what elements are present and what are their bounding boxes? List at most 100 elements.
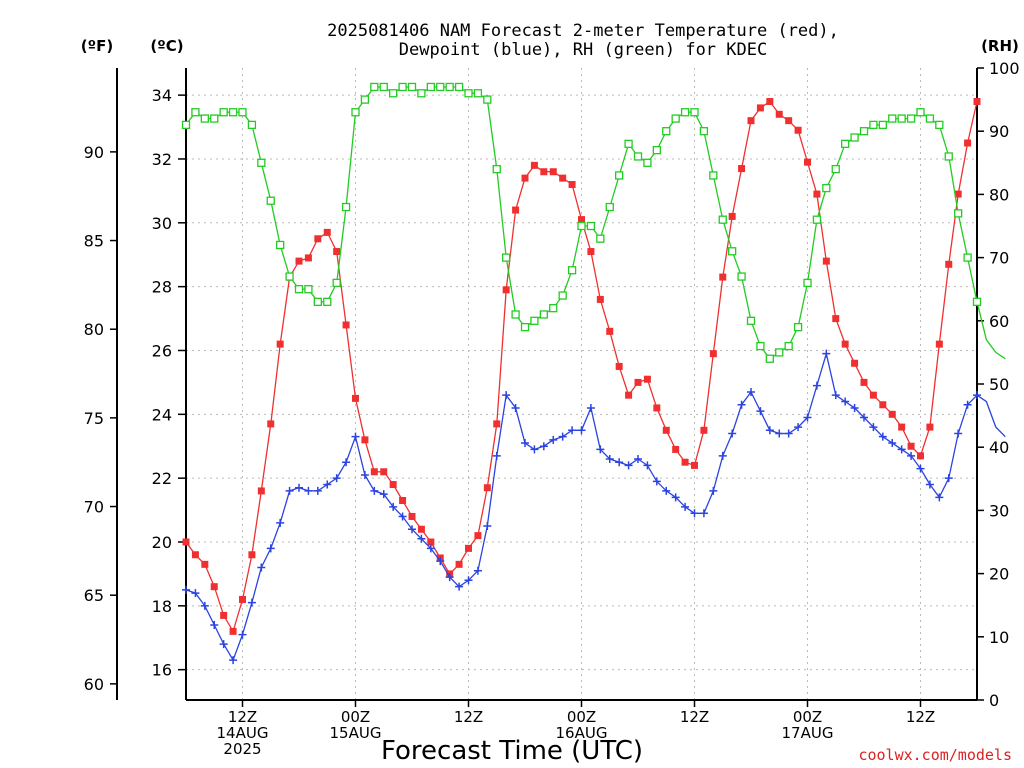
rh-point xyxy=(596,234,605,243)
rh-series xyxy=(181,82,1006,363)
fahrenheit-tick-label: 90 xyxy=(84,143,104,162)
x-tick-label: 00Z xyxy=(567,708,596,726)
rh-point xyxy=(483,95,492,104)
rh-point xyxy=(775,348,784,357)
rh-point xyxy=(370,82,379,92)
temperature-point xyxy=(191,551,199,559)
dewpoint-point xyxy=(276,518,285,527)
rh-point xyxy=(765,354,774,363)
dewpoint-point xyxy=(530,445,539,454)
rh-tick-label: 50 xyxy=(989,375,1009,394)
temperature-series xyxy=(182,98,981,635)
dewpoint-point xyxy=(897,445,906,454)
rh-point xyxy=(360,95,370,104)
rh-point xyxy=(539,310,548,319)
chart-axes xyxy=(116,68,978,701)
dewpoint-point xyxy=(718,451,727,460)
rh-point xyxy=(878,120,887,130)
temperature-point xyxy=(615,362,623,370)
rh-point xyxy=(389,89,398,98)
celsius-tick-label: 34 xyxy=(152,86,172,105)
x-tick-label: 12Z xyxy=(906,708,935,726)
dewpoint-point xyxy=(426,544,435,553)
rh-point xyxy=(793,322,803,332)
rh-point xyxy=(869,120,878,130)
dewpoint-line xyxy=(185,351,1006,662)
temperature-point xyxy=(276,340,284,348)
dewpoint-point xyxy=(831,391,840,400)
temperature-point xyxy=(304,254,312,262)
fahrenheit-tick-label: 60 xyxy=(84,675,104,694)
rh-point xyxy=(492,164,501,174)
rh-point xyxy=(925,114,935,123)
rh-point xyxy=(558,291,567,300)
dewpoint-point xyxy=(549,435,558,444)
temperature-point xyxy=(709,350,717,358)
temperature-point xyxy=(860,378,868,386)
dewpoint-point xyxy=(944,474,953,483)
dewpoint-point xyxy=(445,573,454,582)
dewpoint-point xyxy=(634,455,642,464)
temperature-point xyxy=(314,235,322,243)
temperature-point xyxy=(512,206,520,214)
rh-point xyxy=(332,278,341,288)
rh-point xyxy=(586,221,596,231)
dewpoint-point xyxy=(624,461,633,470)
rh-point xyxy=(906,114,916,123)
rh-point xyxy=(615,171,624,180)
dewpoint-point xyxy=(473,566,482,575)
rh-point xyxy=(181,120,191,130)
celsius-tick-label: 16 xyxy=(152,661,172,680)
rh-point xyxy=(662,127,671,136)
rh-point xyxy=(803,278,812,288)
dewpoint-point xyxy=(925,480,934,489)
dewpoint-point xyxy=(681,502,690,511)
dewpoint-point xyxy=(652,477,661,486)
temperature-point xyxy=(540,168,548,176)
dewpoint-point xyxy=(935,493,944,502)
temperature-point xyxy=(389,481,397,489)
temperature-point xyxy=(333,248,341,256)
temperature-point xyxy=(813,190,821,198)
dewpoint-point xyxy=(963,400,972,409)
x-tick-label: 12Z xyxy=(680,708,709,726)
rh-point xyxy=(728,247,737,256)
dewpoint-point xyxy=(370,486,379,495)
rh-point xyxy=(680,108,690,117)
dewpoint-point xyxy=(210,620,219,629)
dewpoint-point xyxy=(577,426,586,435)
dewpoint-point xyxy=(502,391,511,400)
dewpoint-point xyxy=(568,426,577,435)
rh-point xyxy=(935,120,944,130)
temperature-point xyxy=(352,394,359,402)
rh-point xyxy=(567,266,577,275)
fahrenheit-tick-label: 80 xyxy=(84,320,104,339)
dewpoint-point xyxy=(841,397,850,406)
temperature-point xyxy=(380,468,388,476)
rh-point xyxy=(822,183,831,193)
rh-point xyxy=(210,114,219,123)
dewpoint-point xyxy=(737,400,746,409)
rh-point xyxy=(850,133,859,142)
dewpoint-point xyxy=(332,474,341,483)
dewpoint-point xyxy=(342,458,351,467)
temperature-point xyxy=(681,458,689,466)
rh-point xyxy=(304,285,313,294)
x-tick-label: 12Z xyxy=(228,708,257,726)
x-tick-label: 17AUG xyxy=(782,724,834,742)
temperature-point xyxy=(964,139,972,147)
dewpoint-point xyxy=(605,455,614,464)
rh-point xyxy=(718,215,727,224)
celsius-tick-label: 28 xyxy=(152,278,172,297)
chart-title-line2: Dewpoint (blue), RH (green) for KDEC xyxy=(399,40,767,60)
temperature-line xyxy=(185,100,978,634)
temperature-point xyxy=(399,497,407,505)
celsius-tick-label: 22 xyxy=(152,469,172,488)
temperature-point xyxy=(869,391,877,399)
temperature-point xyxy=(474,532,482,540)
rh-tick-label: 100 xyxy=(989,59,1020,78)
fahrenheit-tick-label: 65 xyxy=(84,586,104,605)
temperature-point xyxy=(747,117,755,125)
rh-line xyxy=(185,86,1006,360)
temperature-point xyxy=(634,378,642,386)
